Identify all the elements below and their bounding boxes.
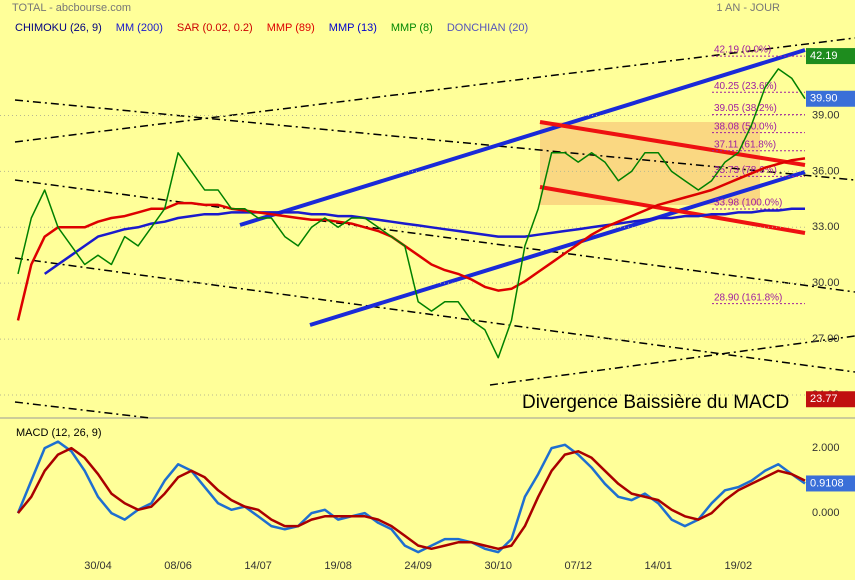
channel-lines — [14, 37, 855, 419]
legend-entry: DONCHIAN (20) — [447, 22, 528, 34]
fib-label: 40.25 (23.6%) — [714, 81, 777, 92]
x-tick-label: 14/01 — [645, 560, 673, 572]
x-tick-label: 07/12 — [564, 560, 592, 572]
x-tick-label: 08/06 — [164, 560, 192, 572]
fib-label: 37.11 (61.8%) — [714, 139, 776, 150]
x-tick-label: 14/07 — [244, 560, 272, 572]
close-line — [17, 68, 806, 359]
fib-label: 33.98 (100.0%) — [714, 198, 782, 209]
indicator-line — [43, 207, 805, 275]
fib-label: 28.90 (161.8%) — [714, 292, 782, 303]
y-tick-label: 39.00 — [812, 109, 840, 121]
macd-line — [17, 446, 806, 551]
price-tag-label: 0.9108 — [810, 477, 844, 489]
macd-line — [16, 440, 806, 554]
price-tag-label: 39.90 — [810, 93, 838, 105]
price-tag — [806, 90, 855, 107]
fib-label: 39.05 (38.2%) — [714, 103, 777, 114]
annotation: Divergence Baissière du MACD — [522, 392, 789, 413]
y-tick-label: 27.00 — [812, 333, 840, 345]
legend-entry: CHIMOKU (26, 9) — [15, 22, 102, 34]
price-tag — [806, 48, 855, 65]
price-tag — [806, 475, 855, 492]
y-tick-label: 0.000 — [812, 507, 840, 519]
price-tag — [806, 391, 855, 408]
trend-lines — [239, 48, 806, 327]
price-tag-label: 42.19 — [810, 50, 838, 62]
y-tick-label: 33.00 — [812, 221, 840, 233]
chart-subtitle: 1 AN - JOUR — [716, 2, 780, 14]
legend-entry: MMP (13) — [329, 22, 377, 34]
x-tick-label: 30/10 — [484, 560, 512, 572]
fib-label: 38.08 (50.0%) — [714, 121, 777, 132]
legend-entry: MM (200) — [116, 22, 163, 34]
legend-entry: MMP (8) — [391, 22, 433, 34]
y-tick-label: 36.00 — [812, 165, 840, 177]
fib-label: 42.19 (0.0%) — [714, 45, 771, 56]
macd-title: MACD (12, 26, 9) — [16, 427, 102, 439]
x-tick-label: 24/09 — [404, 560, 432, 572]
fib-label: 35.73 (78.6%) — [714, 165, 777, 176]
legend-entry: SAR (0.02, 0.2) — [177, 22, 253, 34]
x-tick-label: 19/02 — [725, 560, 753, 572]
y-tick-label: 2.000 — [812, 442, 840, 454]
x-tick-label: 19/08 — [324, 560, 352, 572]
indicator-line — [16, 157, 806, 321]
legend-entry: MMP (89) — [267, 22, 315, 34]
x-tick-label: 30/04 — [84, 560, 112, 572]
y-tick-label: 30.00 — [812, 277, 840, 289]
price-tag-label: 23.77 — [810, 393, 838, 405]
chart-title: TOTAL - abcbourse.com — [12, 2, 131, 14]
